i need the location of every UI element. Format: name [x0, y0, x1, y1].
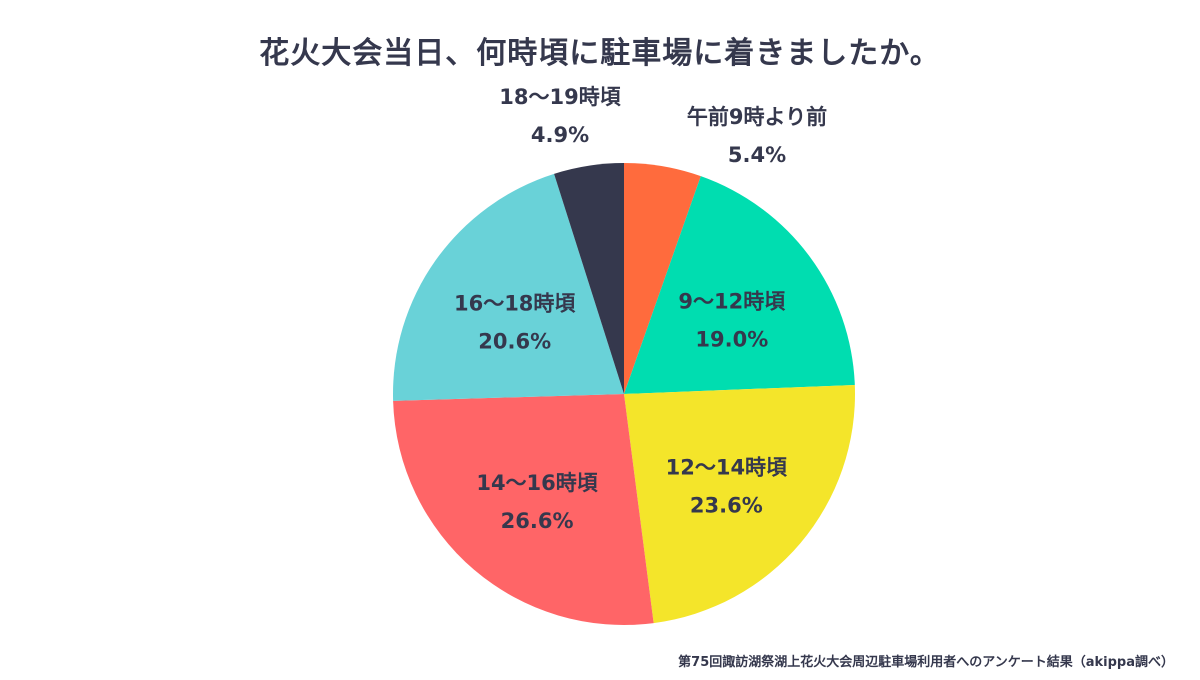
- pie-slice-1: [624, 163, 701, 394]
- slice-label-3: 12〜14時頃: [666, 455, 788, 479]
- pie-slice-6: [554, 163, 624, 394]
- slice-label-1: 午前9時より前: [687, 105, 827, 129]
- pie-slice-5: [393, 173, 624, 401]
- pie-slice-3: [624, 384, 856, 624]
- slice-value-4: 26.6%: [501, 509, 574, 533]
- slice-label-2: 9〜12時頃: [678, 289, 786, 313]
- slice-value-5: 20.6%: [478, 330, 551, 354]
- chart-title: 花火大会当日、何時頃に駐車場に着きましたか。: [259, 36, 941, 71]
- slice-value-6: 4.9%: [531, 123, 589, 147]
- slice-label-6: 18〜19時頃: [499, 85, 621, 109]
- source-note: 第75回諏訪湖祭湖上花火大会周辺駐車場利用者へのアンケート結果（akippa調べ…: [678, 655, 1174, 670]
- pie-slice-2: [624, 176, 855, 394]
- pie-slice-4: [393, 394, 654, 625]
- slice-label-4: 14〜16時頃: [476, 471, 598, 495]
- slice-value-2: 19.0%: [695, 327, 768, 351]
- slice-value-1: 5.4%: [728, 143, 786, 167]
- slice-label-5: 16〜18時頃: [454, 292, 576, 316]
- slice-value-3: 23.6%: [690, 493, 763, 517]
